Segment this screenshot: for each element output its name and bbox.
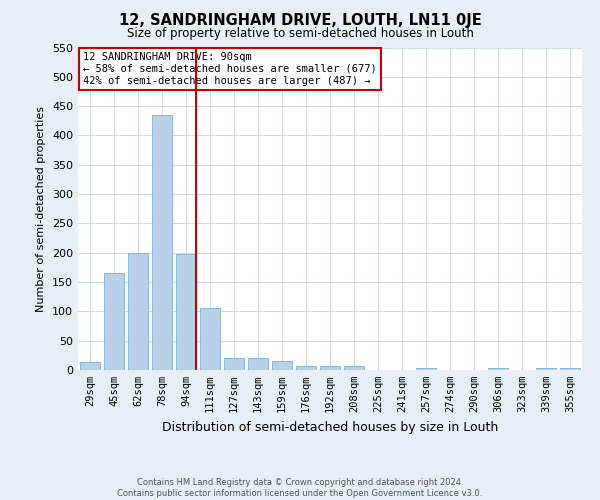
Text: 12 SANDRINGHAM DRIVE: 90sqm
← 58% of semi-detached houses are smaller (677)
42% : 12 SANDRINGHAM DRIVE: 90sqm ← 58% of sem… [83,52,377,86]
Bar [536,368,556,370]
Bar [344,366,364,370]
X-axis label: Distribution of semi-detached houses by size in Louth: Distribution of semi-detached houses by … [162,420,498,434]
Bar [224,358,244,370]
Y-axis label: Number of semi-detached properties: Number of semi-detached properties [37,106,46,312]
Bar [200,308,220,370]
Bar [248,358,268,370]
Text: Size of property relative to semi-detached houses in Louth: Size of property relative to semi-detach… [127,28,473,40]
Bar [176,254,196,370]
Bar [80,362,100,370]
Bar [416,368,436,370]
Bar [272,361,292,370]
Bar [152,115,172,370]
Text: Contains HM Land Registry data © Crown copyright and database right 2024.
Contai: Contains HM Land Registry data © Crown c… [118,478,482,498]
Bar [560,368,580,370]
Text: 12, SANDRINGHAM DRIVE, LOUTH, LN11 0JE: 12, SANDRINGHAM DRIVE, LOUTH, LN11 0JE [119,12,481,28]
Bar [104,273,124,370]
Bar [488,368,508,370]
Bar [296,366,316,370]
Bar [320,366,340,370]
Bar [128,252,148,370]
